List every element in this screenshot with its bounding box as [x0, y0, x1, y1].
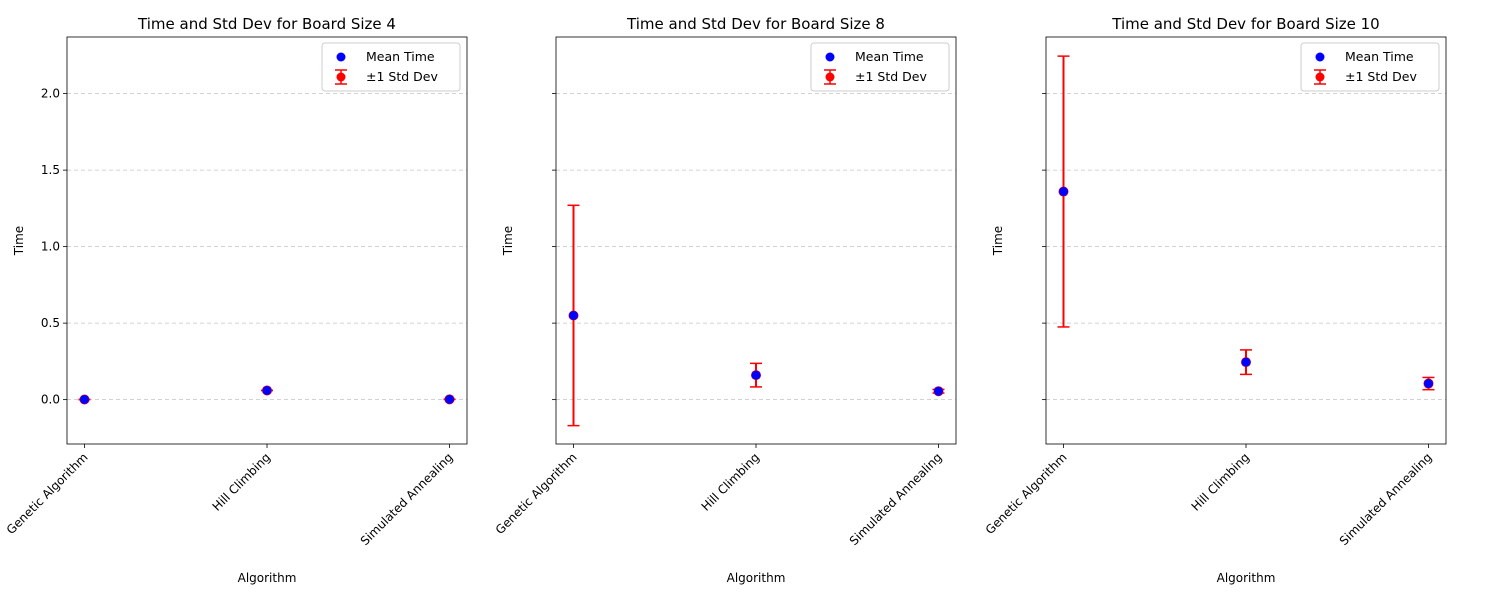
chart-1-xlabel: Algorithm — [238, 571, 297, 585]
chart-1-xtick-label: Simulated Annealing — [358, 450, 456, 548]
chart-2-legend-err-marker — [825, 72, 835, 82]
chart-1-xtick-label: Hill Climbing — [210, 450, 273, 513]
chart-3-xtick-label: Simulated Annealing — [1337, 450, 1435, 548]
chart-2-xlabel: Algorithm — [727, 571, 786, 585]
chart-1-ytick-label: 2.0 — [41, 87, 60, 101]
chart-1-legend-mean-marker — [336, 52, 346, 62]
chart-1-xtick-label: Genetic Algorithm — [4, 450, 91, 537]
chart-2-mean-point — [934, 386, 943, 396]
chart-2-title: Time and Std Dev for Board Size 8 — [626, 15, 885, 33]
chart-1-mean-point — [445, 394, 454, 404]
chart-2-legend-mean-label: Mean Time — [855, 49, 924, 64]
chart-2-legend-err-label: ±1 Std Dev — [855, 69, 927, 84]
chart-2-mean-point — [751, 370, 761, 380]
chart-1-title: Time and Std Dev for Board Size 4 — [137, 15, 396, 33]
chart-3-legend-mean-label: Mean Time — [1345, 49, 1414, 64]
chart-3-ylabel: Time — [991, 226, 1005, 256]
chart-1-ylabel: Time — [12, 226, 26, 256]
chart-3-mean-point — [1241, 357, 1251, 367]
chart-2-xtick-label: Hill Climbing — [699, 450, 762, 513]
chart-2-legend-mean-marker — [825, 52, 835, 62]
chart-1-legend-box — [321, 42, 461, 92]
chart-1-ytick-label: 1.0 — [41, 240, 60, 254]
chart-3-mean-point — [1059, 187, 1068, 197]
chart-2-legend-box — [810, 42, 950, 92]
chart-3-legend-err-marker — [1315, 72, 1325, 82]
chart-1-ytick-label: 1.5 — [41, 163, 60, 177]
chart-3-title: Time and Std Dev for Board Size 10 — [1111, 15, 1379, 33]
chart-1-ytick-label: 0.0 — [41, 393, 60, 407]
chart-1-mean-point — [80, 394, 89, 404]
chart-3-xtick-label: Hill Climbing — [1189, 450, 1252, 513]
chart-1-legend-err-label: ±1 Std Dev — [366, 69, 438, 84]
chart-3-legend-err-label: ±1 Std Dev — [1345, 69, 1417, 84]
chart-1-mean-point — [262, 385, 272, 395]
chart-2-mean-point — [569, 310, 578, 320]
chart-1-legend-err-marker — [336, 72, 346, 82]
chart-3-mean-point — [1424, 379, 1433, 389]
chart-3-axes-frame — [1045, 36, 1447, 445]
chart-2-ylabel: Time — [501, 226, 515, 256]
chart-1-axes-frame — [66, 36, 468, 445]
chart-3-xtick-label: Genetic Algorithm — [983, 450, 1070, 537]
chart-3-xlabel: Algorithm — [1217, 571, 1276, 585]
chart-3-legend-box — [1300, 42, 1440, 92]
chart-1-legend-mean-label: Mean Time — [366, 49, 435, 64]
chart-2-xtick-label: Genetic Algorithm — [493, 450, 580, 537]
chart-1-ytick-label: 0.5 — [41, 316, 60, 330]
chart-2-xtick-label: Simulated Annealing — [847, 450, 945, 548]
chart-3-legend-mean-marker — [1315, 52, 1325, 62]
